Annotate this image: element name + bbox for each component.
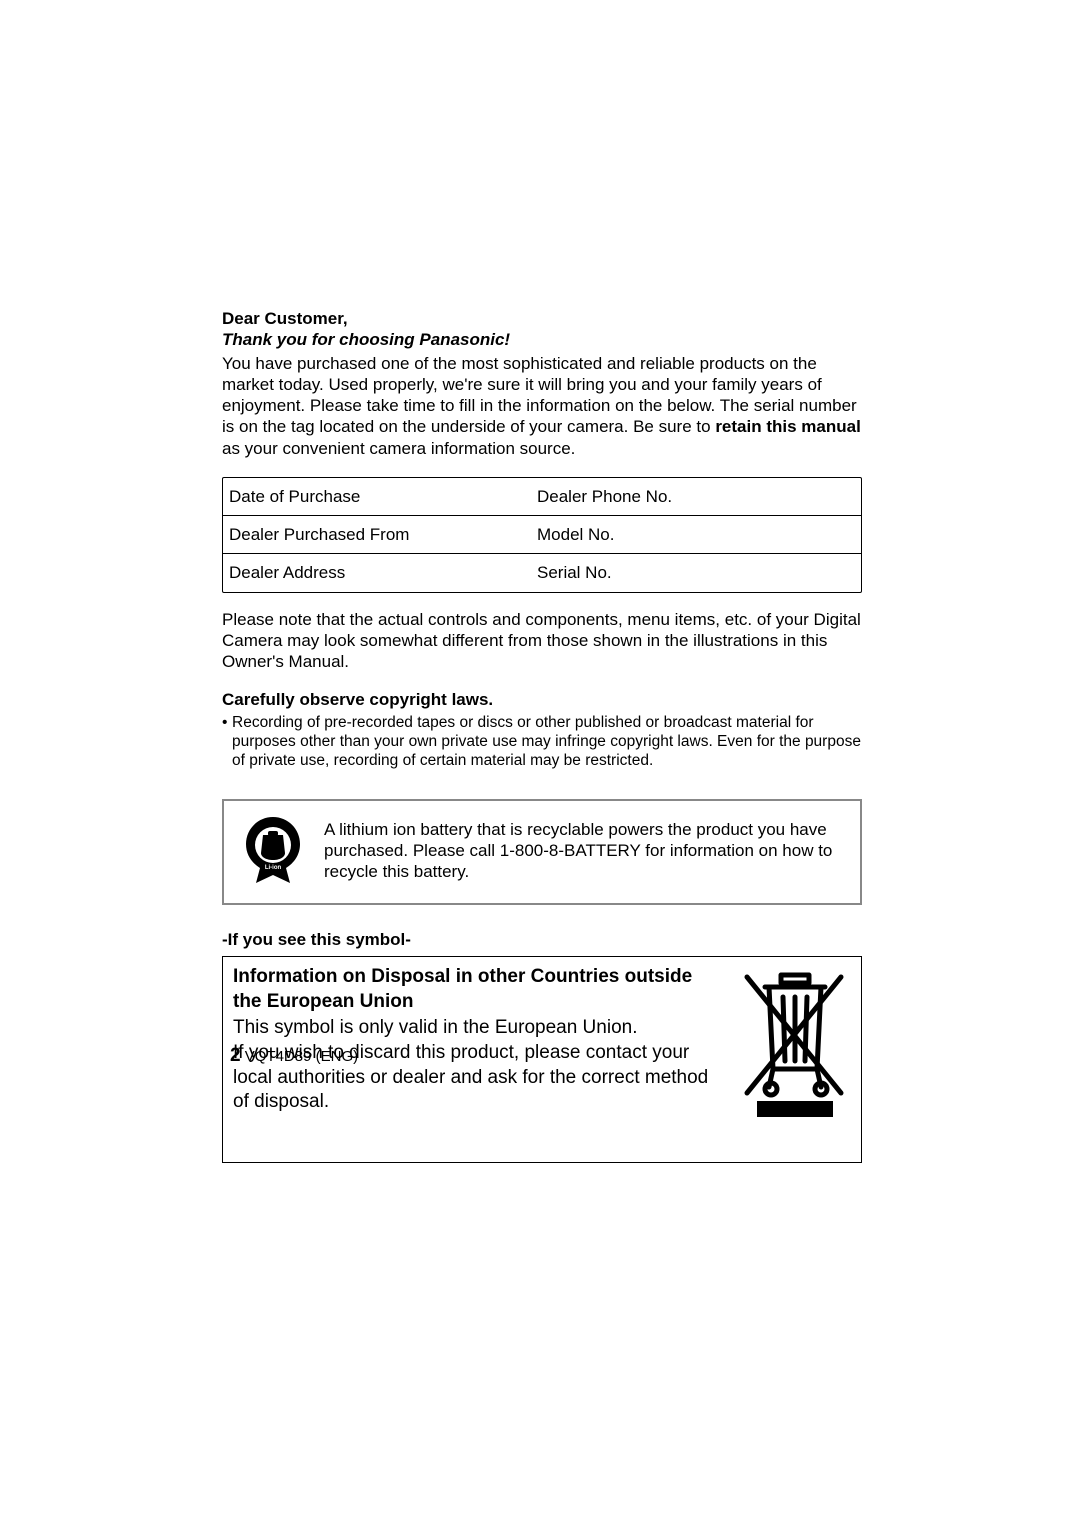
controls-note: Please note that the actual controls and… [222,609,862,673]
bullet-icon: • [222,713,232,771]
recycle-text: A lithium ion battery that is recyclable… [324,819,844,883]
cell-model-no: Model No. [537,524,851,545]
recycle-box: Li-ion A lithium ion battery that is rec… [222,799,862,905]
copyright-heading: Carefully observe copyright laws. [222,689,862,710]
cell-serial-no: Serial No. [537,562,851,583]
thanks-line: Thank you for choosing Panasonic! [222,329,862,350]
cell-dealer-address: Dealer Address [229,562,537,583]
page-number: 2 [230,1045,241,1066]
recycle-seal-icon: Li-ion [238,815,308,887]
symbol-heading: -If you see this symbol- [222,929,862,950]
manual-page: Dear Customer, Thank you for choosing Pa… [0,0,1080,1526]
greeting: Dear Customer, [222,308,862,329]
intro-post: as your convenient camera information so… [222,439,575,458]
table-row: Dealer Address Serial No. [223,553,861,591]
table-row: Dealer Purchased From Model No. [223,515,861,553]
table-row: Date of Purchase Dealer Phone No. [223,478,861,515]
page-footer: 2 VQT4D89 (ENG) [230,1044,358,1068]
weee-bin-icon [737,965,849,1124]
intro-paragraph: You have purchased one of the most sophi… [222,353,862,459]
intro-bold: retain this manual [715,417,860,436]
copyright-bullet-text: Recording of pre-recorded tapes or discs… [232,713,862,771]
svg-text:Li-ion: Li-ion [265,865,282,871]
cell-dealer-phone: Dealer Phone No. [537,486,851,507]
disposal-title: Information on Disposal in other Countri… [233,965,717,1014]
copyright-bullet: • Recording of pre-recorded tapes or dis… [222,713,862,771]
cell-date-of-purchase: Date of Purchase [229,486,537,507]
cell-dealer-purchased-from: Dealer Purchased From [229,524,537,545]
doc-code: VQT4D89 (ENG) [245,1048,358,1065]
purchase-info-table: Date of Purchase Dealer Phone No. Dealer… [222,477,862,593]
